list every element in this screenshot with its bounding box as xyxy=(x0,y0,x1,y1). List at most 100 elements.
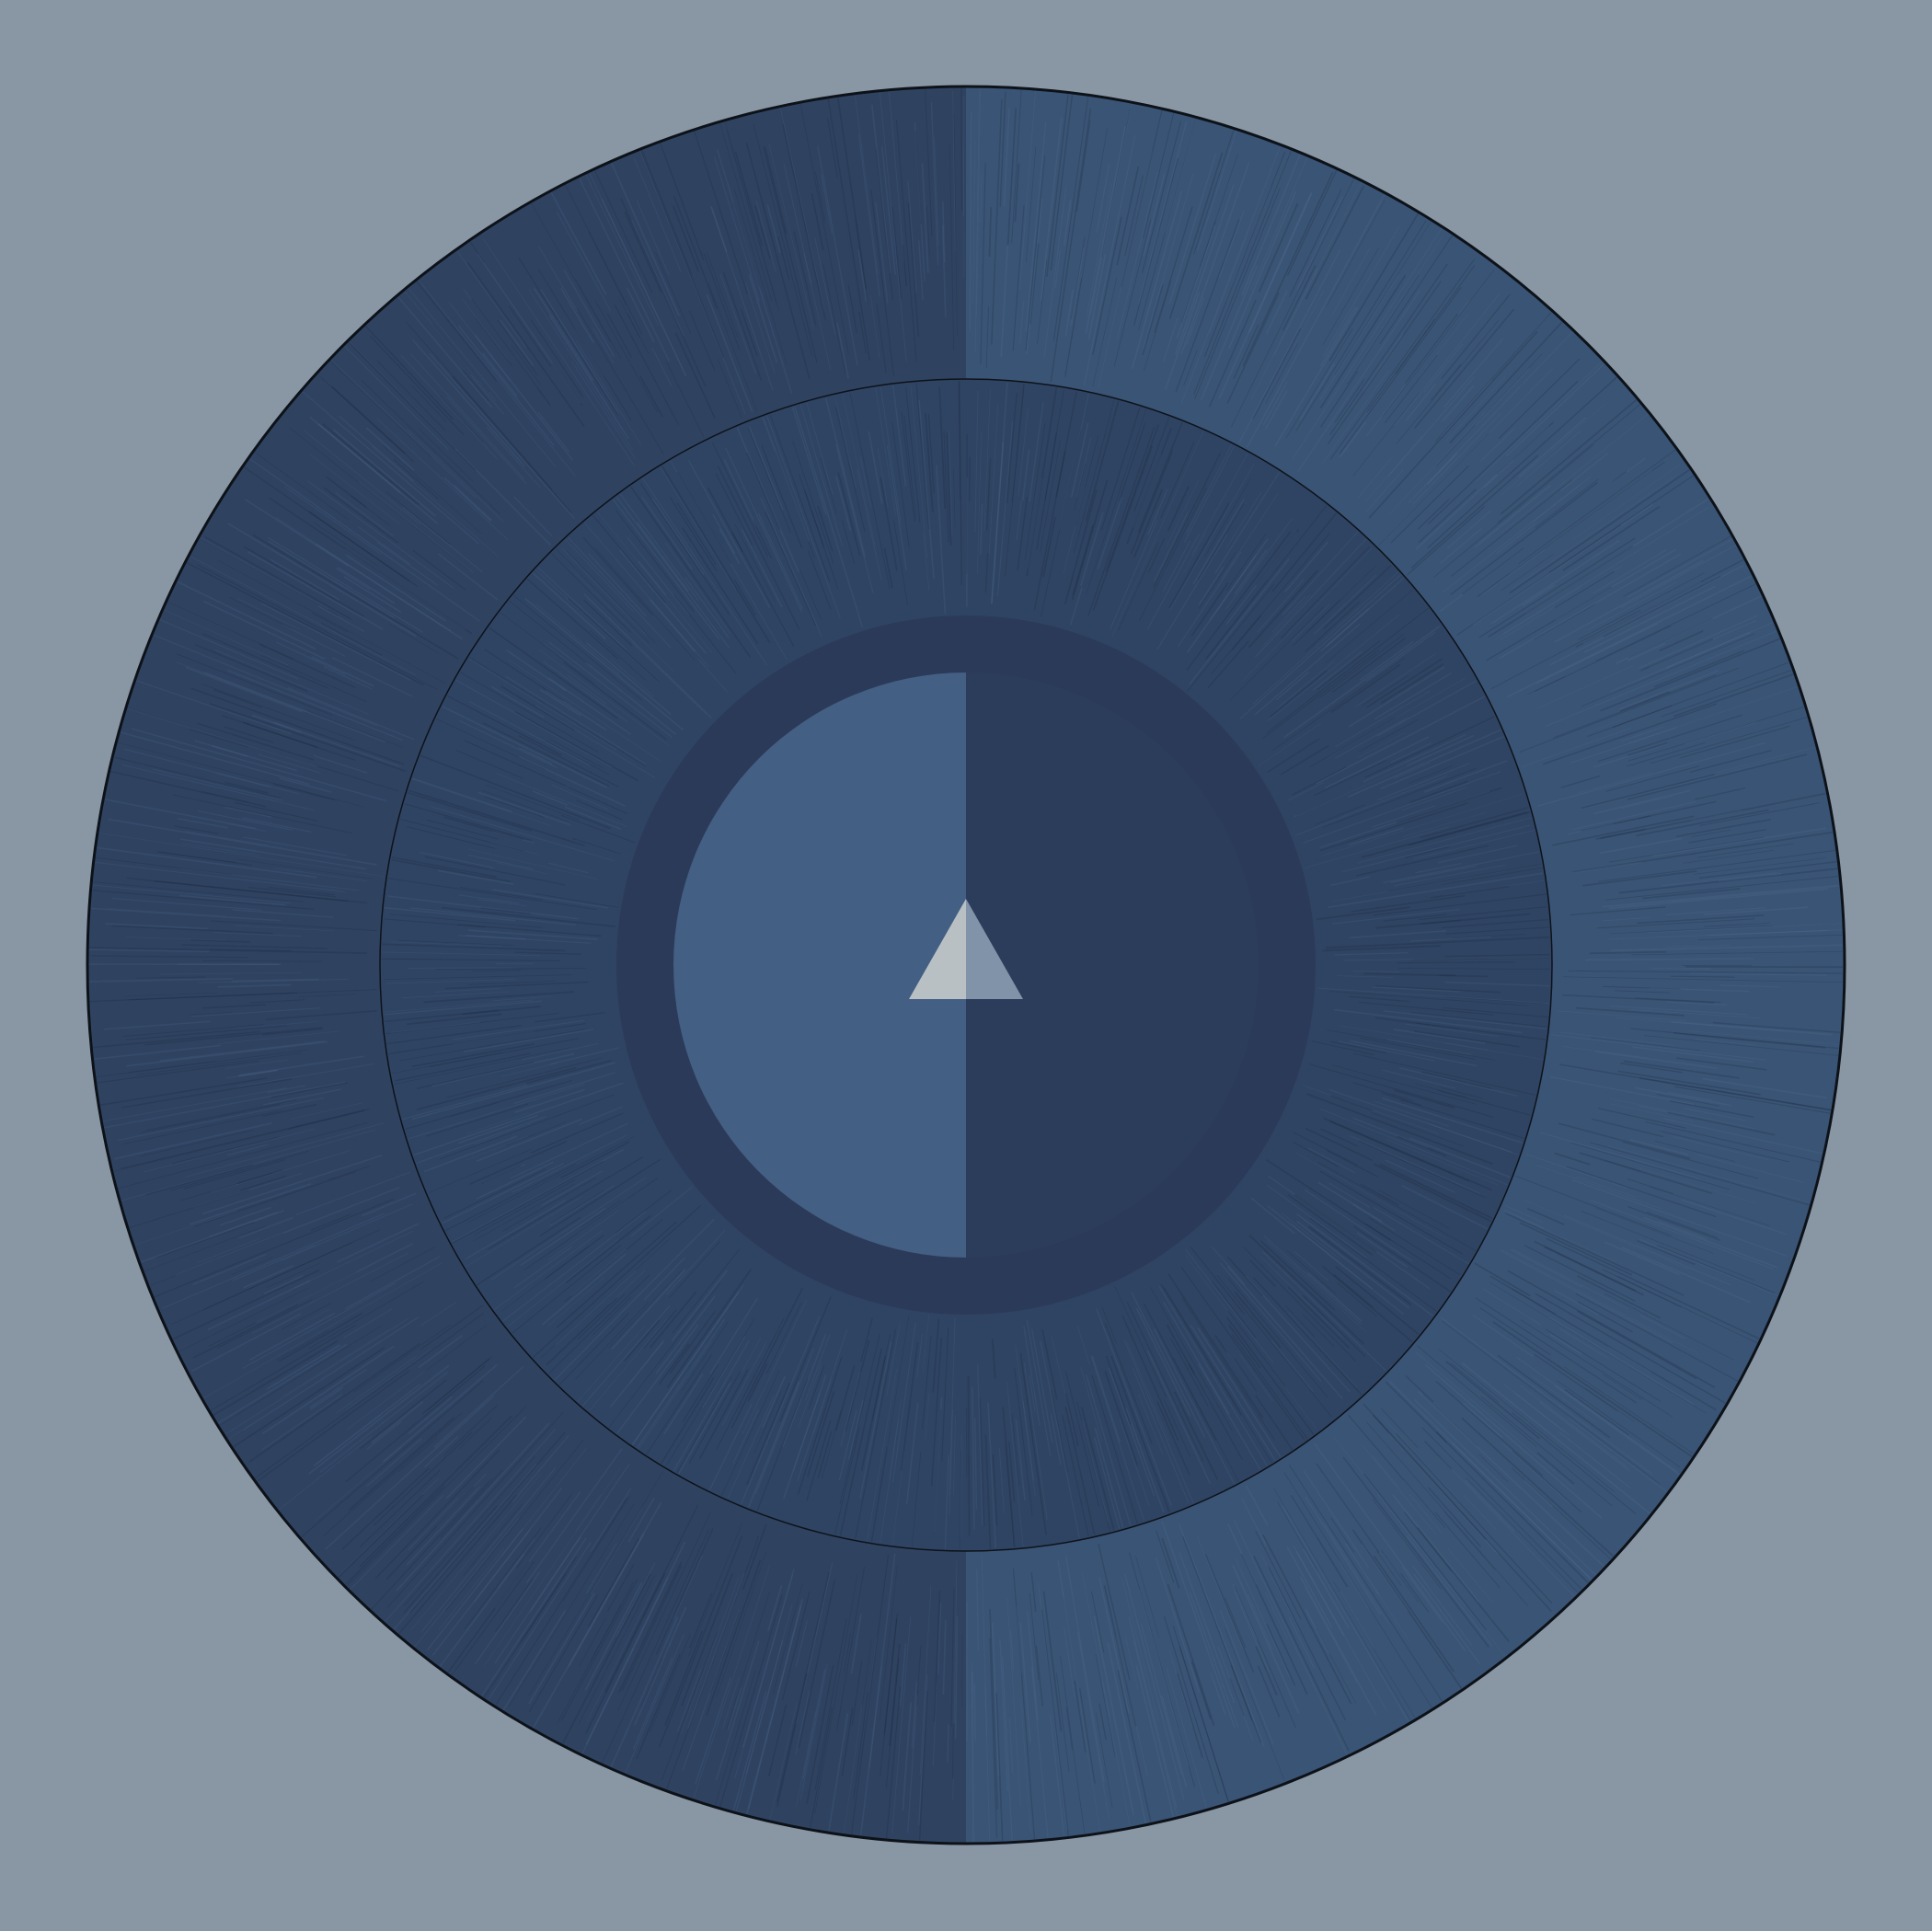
texture-streak xyxy=(1587,662,1788,738)
texture-streak xyxy=(876,303,887,374)
texture-streak xyxy=(1515,1175,1672,1236)
texture-streak xyxy=(665,542,730,634)
texture-streak xyxy=(1305,601,1361,653)
texture-streak xyxy=(1261,1250,1387,1372)
texture-streak xyxy=(1247,1593,1273,1650)
texture-streak xyxy=(1407,505,1486,576)
texture-streak xyxy=(569,567,674,672)
texture-streak xyxy=(1634,1086,1732,1107)
texture-streak xyxy=(1075,435,1098,526)
texture-streak xyxy=(570,361,637,460)
texture-streak xyxy=(1598,849,1835,882)
texture-streak xyxy=(952,90,956,251)
texture-streak xyxy=(1632,1046,1754,1063)
texture-streak xyxy=(1239,574,1401,719)
texture-streak xyxy=(950,1588,955,1728)
texture-streak xyxy=(1594,1051,1719,1070)
texture-streak xyxy=(799,404,844,546)
texture-streak xyxy=(1052,97,1089,341)
texture-streak xyxy=(361,380,501,515)
texture-streak xyxy=(1097,497,1123,569)
texture-streak xyxy=(1064,127,1108,378)
texture-streak xyxy=(698,1369,749,1460)
texture-streak xyxy=(1050,94,1074,270)
texture-streak xyxy=(666,1318,755,1465)
texture-streak xyxy=(958,380,961,500)
texture-streak xyxy=(1025,121,1047,332)
texture-streak xyxy=(762,417,811,542)
texture-streak xyxy=(248,886,337,898)
texture-streak xyxy=(329,361,431,457)
texture-streak xyxy=(331,385,407,454)
texture-streak xyxy=(125,1025,288,1040)
texture-streak xyxy=(751,1303,802,1405)
texture-streak xyxy=(1101,1306,1118,1344)
texture-streak xyxy=(617,296,640,338)
texture-streak xyxy=(1006,393,1018,503)
texture-streak xyxy=(578,1575,655,1725)
texture-streak xyxy=(901,411,915,522)
texture-streak xyxy=(1130,450,1174,555)
texture-streak xyxy=(1002,1407,1016,1547)
texture-streak xyxy=(575,1493,602,1531)
texture-streak xyxy=(902,1702,912,1810)
texture-streak xyxy=(110,770,267,808)
texture-streak xyxy=(1324,1523,1389,1625)
texture-streak xyxy=(473,1183,576,1241)
texture-streak xyxy=(103,1087,287,1122)
texture-streak xyxy=(1423,760,1508,793)
texture-streak xyxy=(371,1401,424,1444)
texture-streak xyxy=(393,1463,537,1630)
texture-streak xyxy=(615,510,695,613)
texture-streak xyxy=(560,1578,638,1721)
texture-streak xyxy=(201,1155,383,1215)
texture-streak xyxy=(1226,1266,1343,1400)
texture-streak xyxy=(621,1565,683,1692)
texture-streak xyxy=(1050,108,1092,383)
texture-streak xyxy=(1030,1328,1053,1443)
texture-streak xyxy=(1125,1408,1165,1513)
texture-streak xyxy=(1572,861,1641,874)
texture-streak xyxy=(678,1381,731,1475)
texture-streak xyxy=(156,1221,256,1259)
texture-streak xyxy=(1329,263,1448,435)
texture-streak xyxy=(741,529,783,608)
texture-streak xyxy=(532,572,606,640)
texture-streak xyxy=(477,899,527,907)
texture-streak xyxy=(298,994,357,997)
texture-streak xyxy=(767,1585,783,1632)
texture-streak xyxy=(1227,190,1297,350)
texture-streak xyxy=(991,1339,996,1380)
texture-streak xyxy=(1133,417,1170,512)
texture-streak xyxy=(1663,1118,1823,1155)
texture-streak xyxy=(1265,1159,1391,1241)
texture-streak xyxy=(1585,958,1754,961)
texture-streak xyxy=(1348,729,1501,798)
texture-streak xyxy=(1366,318,1435,413)
texture-streak xyxy=(891,1451,905,1546)
texture-streak xyxy=(974,91,980,351)
texture-streak xyxy=(1330,1040,1386,1054)
texture-streak xyxy=(497,1537,535,1588)
texture-streak xyxy=(388,1022,586,1055)
texture-streak xyxy=(1156,1530,1175,1583)
texture-streak xyxy=(1443,1042,1543,1060)
texture-streak xyxy=(413,1082,624,1156)
texture-streak xyxy=(445,1440,584,1612)
texture-streak xyxy=(1566,1166,1717,1218)
texture-streak xyxy=(1444,981,1550,987)
texture-streak xyxy=(556,1253,640,1328)
texture-streak xyxy=(1435,1431,1589,1584)
texture-streak xyxy=(393,458,440,500)
texture-streak xyxy=(1064,278,1082,375)
texture-streak xyxy=(706,1559,762,1717)
texture-streak xyxy=(172,1136,280,1165)
texture-streak xyxy=(512,1434,569,1503)
texture-streak xyxy=(942,201,946,263)
texture-streak xyxy=(1427,380,1579,525)
texture-streak xyxy=(642,477,767,666)
texture-streak xyxy=(947,1724,949,1763)
texture-streak xyxy=(1427,453,1458,485)
texture-streak xyxy=(918,240,924,301)
texture-streak xyxy=(1395,264,1476,374)
